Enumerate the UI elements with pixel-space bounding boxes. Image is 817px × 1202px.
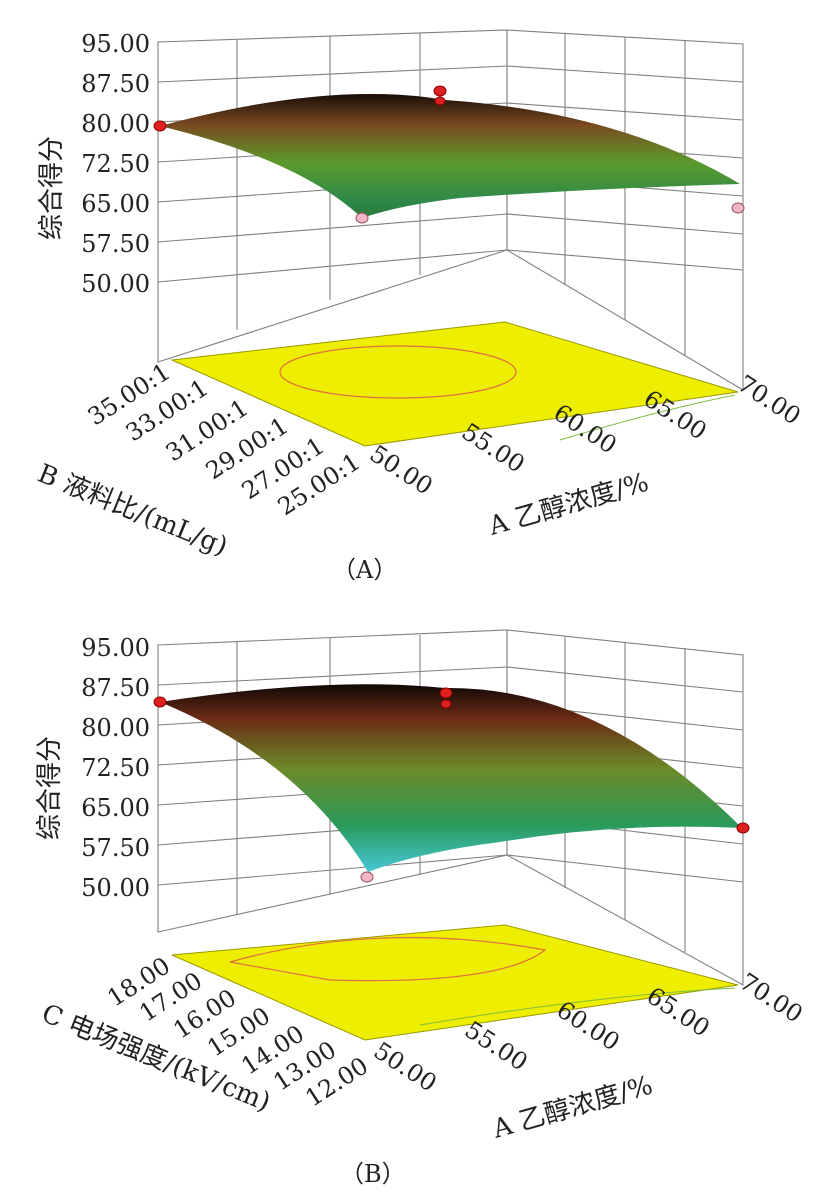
z-tick: 87.50 — [81, 674, 150, 702]
chart-b-points — [153, 687, 750, 883]
design-point — [153, 696, 167, 708]
z-tick: 57.50 — [81, 834, 150, 862]
chart-b-contour-line — [229, 936, 547, 982]
chart-a-y-label: B 液料比/(mL/g) — [33, 459, 231, 562]
z-tick: 65.00 — [81, 794, 150, 822]
chart-b-contour-plane — [171, 924, 739, 1041]
chart-b-caption: （B） — [340, 1160, 406, 1188]
chart-a-contour-line-2 — [559, 394, 736, 441]
z-tick: 72.50 — [81, 754, 150, 782]
chart-a-z-label: 综合得分 — [37, 136, 67, 240]
z-tick: 95.00 — [81, 634, 150, 662]
chart-a-surface — [160, 93, 740, 218]
x-tick: 55.00 — [460, 1016, 533, 1077]
chart-a-contour-plane — [170, 321, 739, 447]
x-tick: 70.00 — [735, 968, 808, 1029]
chart-b-z-label: 综合得分 — [35, 736, 65, 840]
chart-b-z-ticks: 95.00 87.50 80.00 72.50 65.00 57.50 50.0… — [81, 634, 150, 902]
chart-a-points — [153, 85, 745, 224]
z-tick: 50.00 — [81, 270, 150, 298]
z-tick: 72.50 — [81, 150, 150, 178]
design-point — [355, 212, 369, 224]
chart-b-contour-line-2 — [419, 987, 736, 1026]
design-point — [434, 96, 446, 106]
z-tick: 50.00 — [81, 874, 150, 902]
chart-a: 95.00 87.50 80.00 72.50 65.00 57.50 50.0… — [33, 29, 806, 584]
chart-a-caption: （A） — [332, 556, 397, 584]
z-tick: 65.00 — [81, 190, 150, 218]
z-tick: 57.50 — [81, 230, 150, 258]
design-point — [439, 687, 453, 699]
chart-a-x-label: A 乙醇浓度/% — [485, 468, 652, 542]
z-tick: 87.50 — [81, 70, 150, 98]
chart-b-x-label: A 乙醇浓度/% — [489, 1071, 656, 1145]
design-point — [153, 120, 167, 132]
design-point — [440, 699, 452, 709]
z-tick: 95.00 — [81, 30, 150, 58]
design-point — [360, 871, 374, 883]
x-tick: 50.00 — [365, 440, 438, 501]
z-tick: 80.00 — [81, 714, 150, 742]
chart-b-surface — [160, 684, 742, 872]
design-point — [731, 202, 745, 214]
chart-b: 95.00 87.50 80.00 72.50 65.00 57.50 50.0… — [35, 629, 808, 1188]
design-point — [433, 85, 447, 97]
chart-a-contour-line — [279, 345, 517, 399]
z-tick: 80.00 — [81, 110, 150, 138]
design-point — [736, 822, 750, 834]
x-tick: 70.00 — [733, 370, 806, 431]
x-tick: 50.00 — [369, 1037, 442, 1098]
chart-a-z-ticks: 95.00 87.50 80.00 72.50 65.00 57.50 50.0… — [81, 30, 150, 298]
